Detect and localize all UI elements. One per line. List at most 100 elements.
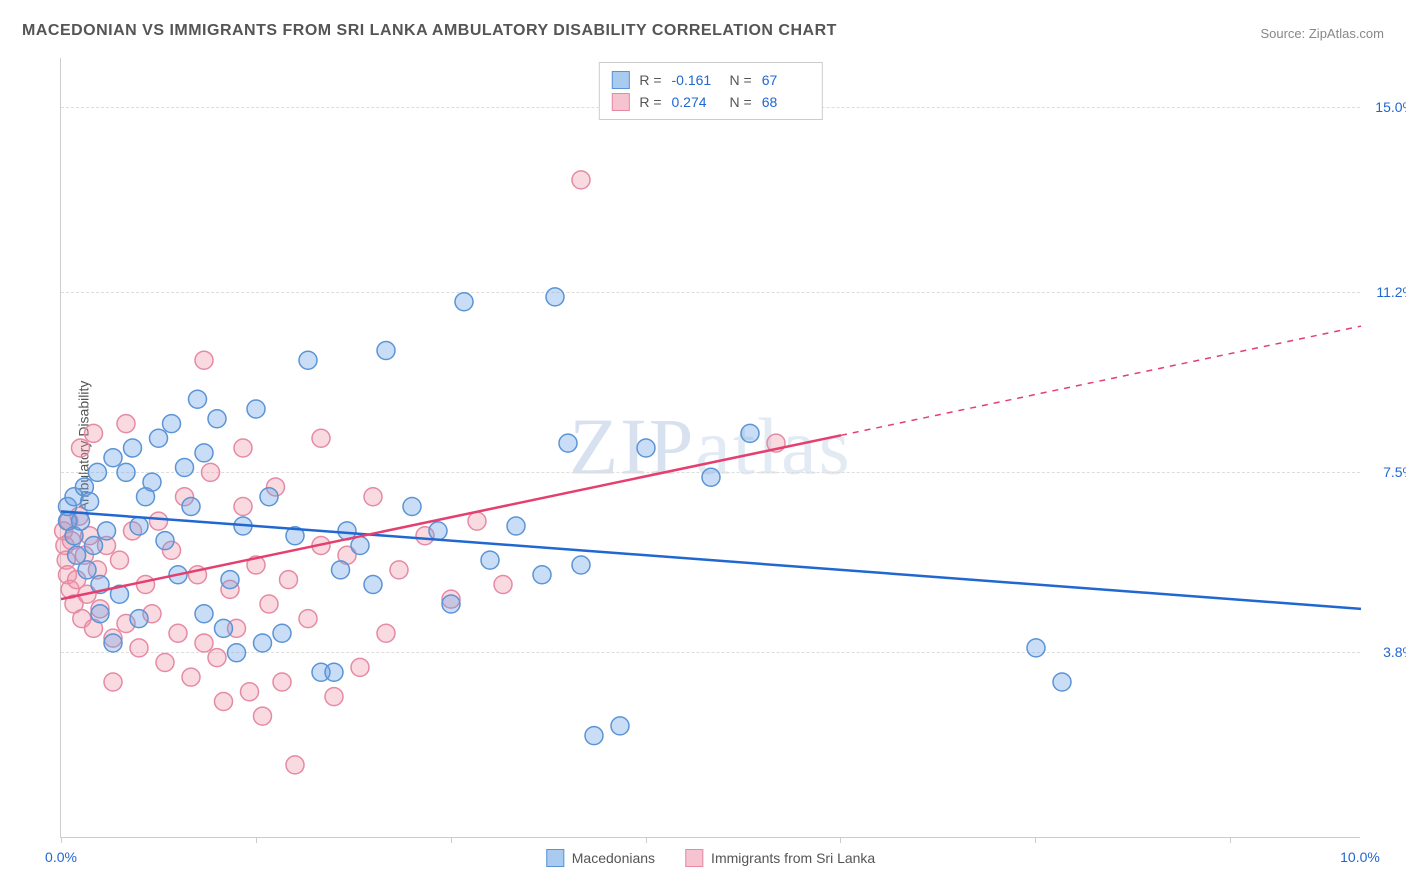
data-point: [234, 439, 252, 457]
data-point: [442, 595, 460, 613]
x-tick: [1230, 837, 1231, 843]
data-point: [189, 390, 207, 408]
y-tick-label: 11.2%: [1376, 284, 1406, 300]
x-tick: [451, 837, 452, 843]
data-point: [546, 288, 564, 306]
legend-row-series-2: R = 0.274 N = 68: [611, 91, 809, 113]
data-point: [260, 488, 278, 506]
data-point: [377, 624, 395, 642]
data-point: [254, 634, 272, 652]
n-label: N =: [730, 72, 752, 88]
data-point: [247, 400, 265, 418]
data-point: [702, 468, 720, 486]
r-value-2: 0.274: [672, 94, 720, 110]
data-point: [351, 658, 369, 676]
data-point: [325, 688, 343, 706]
data-point: [403, 498, 421, 516]
data-point: [104, 449, 122, 467]
data-point: [468, 512, 486, 530]
data-point: [299, 351, 317, 369]
data-point: [377, 342, 395, 360]
data-point: [455, 293, 473, 311]
data-point: [559, 434, 577, 452]
data-point: [195, 634, 213, 652]
data-point: [182, 498, 200, 516]
data-point: [72, 512, 90, 530]
r-value-1: -0.161: [672, 72, 720, 88]
data-point: [533, 566, 551, 584]
data-point: [234, 498, 252, 516]
data-point: [312, 429, 330, 447]
data-point: [117, 415, 135, 433]
swatch-series-2: [685, 849, 703, 867]
data-point: [104, 634, 122, 652]
data-point: [637, 439, 655, 457]
data-point: [1053, 673, 1071, 691]
data-point: [332, 561, 350, 579]
legend-row-series-1: R = -0.161 N = 67: [611, 69, 809, 91]
data-point: [241, 683, 259, 701]
data-point: [91, 605, 109, 623]
data-point: [163, 415, 181, 433]
data-point: [221, 571, 239, 589]
data-point: [137, 576, 155, 594]
data-point: [88, 463, 106, 481]
data-point: [85, 537, 103, 555]
swatch-series-1: [546, 849, 564, 867]
data-point: [572, 556, 590, 574]
source-label: Source:: [1260, 26, 1308, 41]
data-point: [390, 561, 408, 579]
y-tick-label: 15.0%: [1375, 99, 1406, 115]
swatch-series-2: [611, 93, 629, 111]
data-point: [130, 639, 148, 657]
data-point: [176, 459, 194, 477]
data-point: [741, 424, 759, 442]
chart-plot-area: ZIPatlas 3.8%7.5%11.2%15.0% R = -0.161 N…: [60, 58, 1360, 838]
data-point: [111, 551, 129, 569]
data-point: [208, 410, 226, 428]
data-point: [169, 624, 187, 642]
legend-label-2: Immigrants from Sri Lanka: [711, 850, 875, 866]
data-point: [351, 537, 369, 555]
x-tick: [646, 837, 647, 843]
data-point: [260, 595, 278, 613]
data-point: [273, 673, 291, 691]
trend-line: [61, 435, 841, 599]
data-point: [585, 727, 603, 745]
data-point: [124, 439, 142, 457]
data-point: [150, 512, 168, 530]
data-point: [481, 551, 499, 569]
data-point: [143, 473, 161, 491]
x-tick: [840, 837, 841, 843]
data-point: [85, 424, 103, 442]
data-point: [494, 576, 512, 594]
data-point: [195, 351, 213, 369]
series-legend: Macedonians Immigrants from Sri Lanka: [546, 849, 875, 867]
legend-item-2: Immigrants from Sri Lanka: [685, 849, 875, 867]
data-point: [325, 663, 343, 681]
n-value-1: 67: [762, 72, 810, 88]
data-point: [280, 571, 298, 589]
data-point: [104, 673, 122, 691]
data-point: [364, 576, 382, 594]
data-point: [195, 605, 213, 623]
data-point: [215, 619, 233, 637]
data-point: [611, 717, 629, 735]
data-point: [98, 522, 116, 540]
y-tick-label: 3.8%: [1383, 644, 1406, 660]
data-point: [215, 693, 233, 711]
chart-title: MACEDONIAN VS IMMIGRANTS FROM SRI LANKA …: [22, 22, 837, 40]
data-point: [72, 439, 90, 457]
r-label: R =: [639, 72, 661, 88]
x-tick-label-min: 0.0%: [45, 849, 77, 865]
data-point: [572, 171, 590, 189]
data-point: [130, 517, 148, 535]
data-point: [254, 707, 272, 725]
data-point: [208, 649, 226, 667]
scatter-plot-svg: [61, 58, 1360, 837]
y-tick-label: 7.5%: [1383, 464, 1406, 480]
data-point: [130, 610, 148, 628]
data-point: [81, 493, 99, 511]
n-value-2: 68: [762, 94, 810, 110]
data-point: [202, 463, 220, 481]
